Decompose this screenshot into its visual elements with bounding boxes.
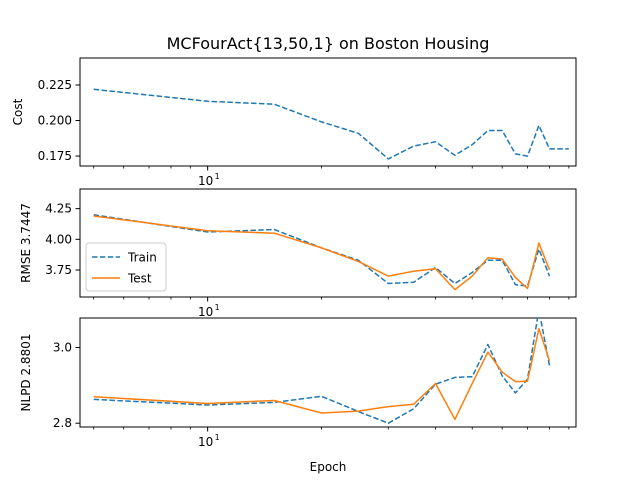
legend-label-train: Train: [127, 251, 157, 265]
series-line-train: [93, 318, 551, 424]
legend-box: [85, 242, 167, 292]
y-axis-label: NLPD 2.8801: [19, 334, 33, 412]
x-tick-exponent: 1: [215, 172, 220, 181]
x-tick-label: 10: [198, 174, 213, 188]
legend-label-test: Test: [127, 272, 152, 286]
y-axis-label: RMSE 3.7447: [19, 203, 33, 283]
x-tick-exponent: 1: [215, 433, 220, 442]
x-tick-exponent: 1: [215, 303, 220, 312]
y-tick-label: 4.25: [45, 202, 72, 216]
legend: Train Test: [85, 242, 167, 292]
chart-title: MCFourAct{13,50,1} on Boston Housing: [167, 34, 490, 53]
y-tick-label: 3.0: [53, 341, 72, 355]
y-tick-label: 2.8: [53, 416, 72, 430]
axes-frame: [79, 188, 577, 298]
axes-frame: [79, 57, 577, 167]
y-tick-label: 0.225: [38, 78, 72, 92]
axes-frame: [79, 317, 577, 428]
panel-3: 10 1 2.8 3.0 NLPD 2.8801: [19, 317, 577, 449]
y-tick-label: 4.00: [45, 232, 72, 246]
series-line-train: [93, 88, 569, 160]
series-line-test: [93, 327, 551, 421]
y-axis-label: Cost: [11, 98, 25, 125]
y-tick-label: 3.75: [45, 263, 72, 277]
series-line-train: [93, 214, 551, 287]
series-line-test: [93, 215, 551, 291]
x-axis-label: Epoch: [310, 460, 347, 474]
y-tick-label: 0.175: [38, 149, 72, 163]
y-tick-label: 0.200: [38, 114, 72, 128]
x-tick-label: 10: [198, 435, 213, 449]
panel-2: 10 1 3.75 4.00 4.25 RMSE 3.7447 Train Test: [19, 188, 577, 319]
x-tick-label: 10: [198, 305, 213, 319]
panel-1: 10 1 0.175 0.200 0.225 Cost: [11, 57, 577, 188]
